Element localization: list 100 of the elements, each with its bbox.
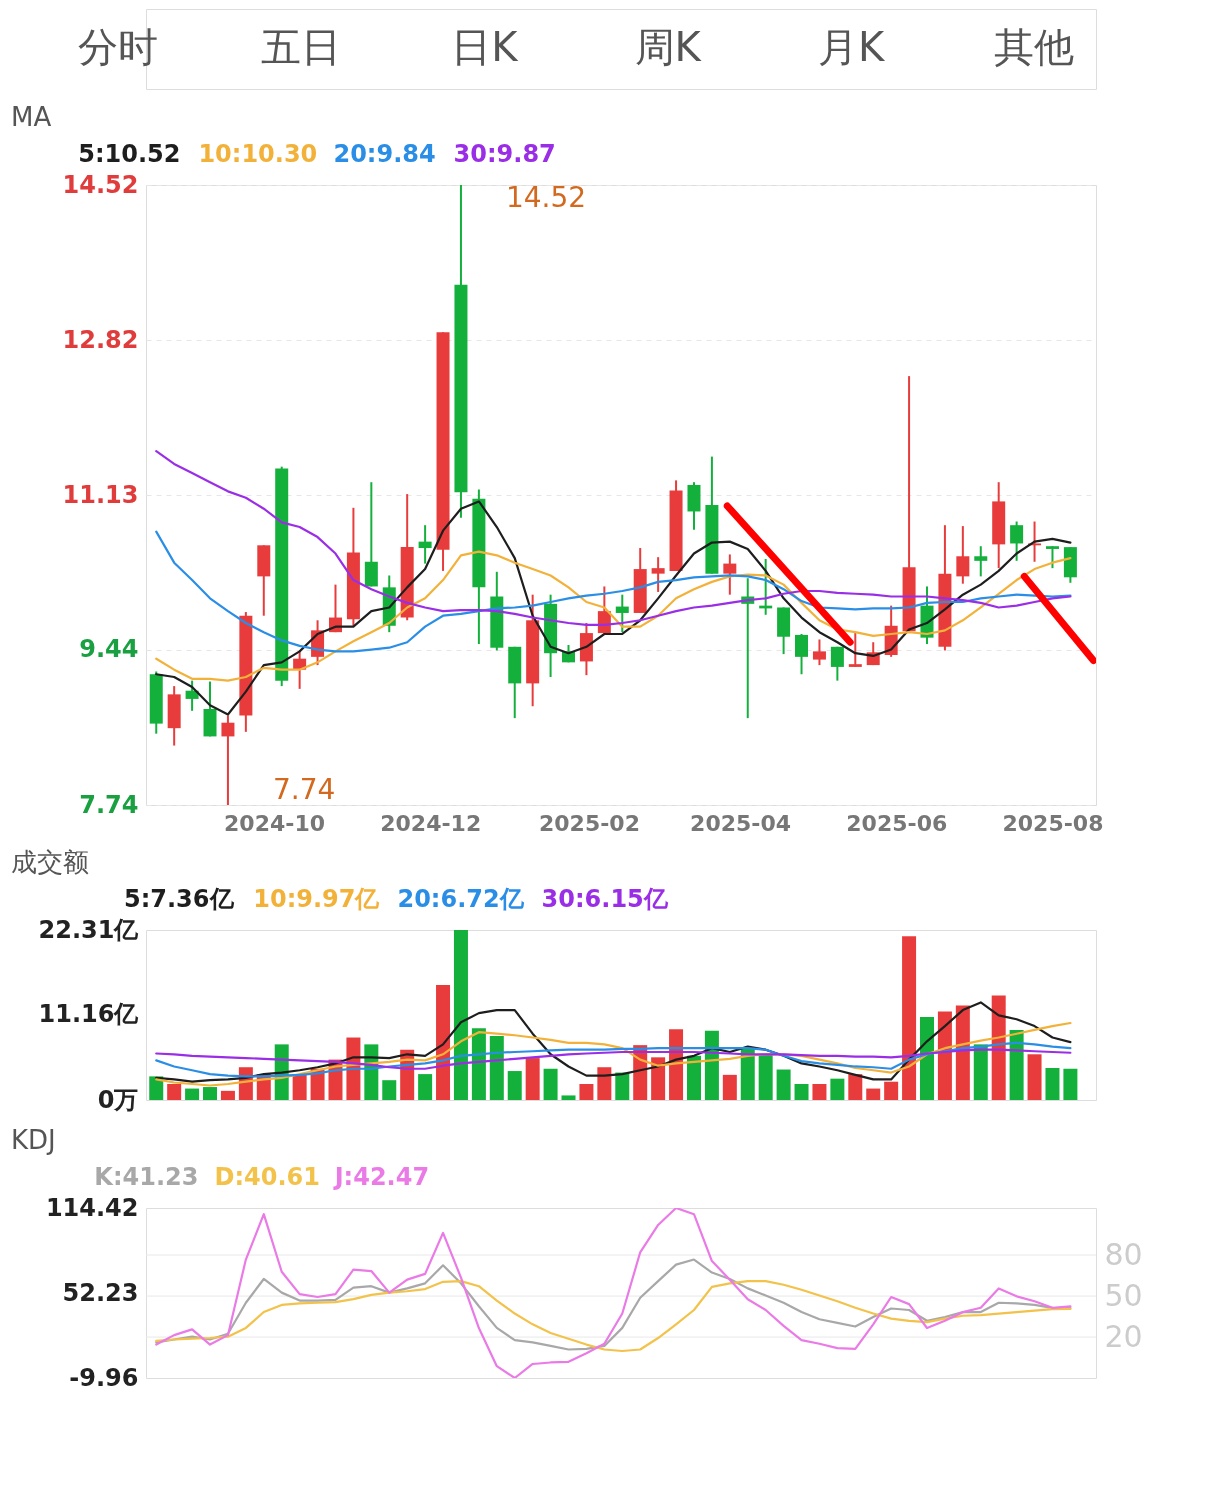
text: 日K [451,24,520,70]
y-tick-label: 22.31亿 [38,915,140,944]
chart-title: KDJ [11,1125,56,1155]
text: 分时 [77,24,158,70]
bar [866,1088,881,1100]
bar [830,1078,845,1100]
bar [776,1069,791,1100]
y-tick-label: 12.82 [62,325,139,354]
bar [758,1054,773,1100]
bar [740,1048,755,1100]
bar [418,1074,433,1100]
y-tick-label: 14.52 [62,170,139,199]
line-series [155,530,1072,653]
text: D:40.61 [214,1163,320,1191]
bar [453,930,468,1100]
candlestick [830,645,844,682]
text: 5:7.36亿 [124,885,235,913]
line-series [155,1021,1072,1087]
bar [185,1088,200,1100]
y-tick-label: 7.74 [79,790,139,819]
bar [686,1055,701,1100]
x-tick-label: 2025-02 [539,810,640,836]
x-tick-label: 2025-04 [690,810,792,836]
text: 周K [634,24,703,70]
text: 30:9.87 [453,140,556,168]
bar [597,1067,612,1100]
candlestick [812,638,826,667]
candlestick [1045,545,1059,570]
text: 其他 [994,24,1075,70]
x-tick-label: 2024-12 [380,810,482,836]
bar [722,1074,737,1100]
text: 30:6.15亿 [541,885,669,913]
bar [991,995,1006,1100]
candlestick [651,556,665,593]
y-tick-label: 114.42 [45,1193,139,1222]
line-series [155,1280,1072,1353]
chart-title: MA [11,102,52,132]
y-tick-label: 0万 [97,1085,139,1114]
candlestick [615,593,629,634]
line-series [155,1208,1072,1378]
y-tick-label: -9.96 [69,1363,139,1392]
line-series [155,1048,1072,1070]
annotation: 14.52 [505,181,587,214]
bar [203,1087,218,1100]
bar [292,1074,307,1100]
text: 20:6.72亿 [397,885,525,913]
candlestick [956,525,970,585]
text: 20:9.84 [333,140,436,168]
line-series [155,500,1072,716]
bar [436,984,451,1100]
candlestick [418,524,432,565]
bar [848,1074,863,1100]
candlestick [221,714,235,806]
bar [1045,1068,1060,1100]
series-label: J:42.47 [332,1163,430,1191]
bar [149,1076,164,1100]
bar [1063,1068,1078,1100]
text: 月K [817,24,886,70]
bar [507,1071,522,1100]
bar [902,936,917,1100]
x-tick-label: 2025-08 [1002,810,1104,836]
text: 五日 [261,24,341,70]
text: 10:10.30 [198,140,318,168]
candlestick [795,633,809,676]
bar [937,1011,952,1100]
y-tick-label: 11.13 [62,480,139,509]
bar [651,1057,666,1100]
bar [1027,1054,1042,1100]
annotation: 7.74 [272,773,336,806]
bar [794,1084,809,1100]
x-tick-label: 2025-06 [846,810,948,836]
line-series [155,1258,1072,1351]
y-tick-label: 52.23 [62,1278,139,1307]
text: K:41.23 [94,1163,199,1191]
bar [579,1084,594,1100]
bar [561,1095,576,1100]
bar [471,1028,486,1100]
bar [489,1035,504,1100]
y-tick-label: 9.44 [79,635,139,664]
bar [812,1084,827,1100]
y-tick-label: 11.16亿 [38,1000,140,1029]
bar [955,1005,970,1100]
bar [220,1090,235,1100]
bar [1009,1029,1024,1100]
text: 10:9.97亿 [253,885,381,913]
text: 5:10.52 [78,140,181,168]
candlestick [848,632,862,668]
bar [167,1084,182,1100]
bar [920,1016,934,1100]
candlestick [1010,520,1024,562]
bar [382,1080,397,1100]
bar [884,1081,899,1100]
chart-title: 成交额 [11,847,89,877]
line-series [155,1041,1072,1078]
bar [525,1058,540,1100]
line-series [155,1001,1072,1083]
candlestick [723,553,737,596]
candlestick [974,545,988,578]
x-tick-label: 2024-10 [224,810,326,836]
bar [543,1068,558,1100]
